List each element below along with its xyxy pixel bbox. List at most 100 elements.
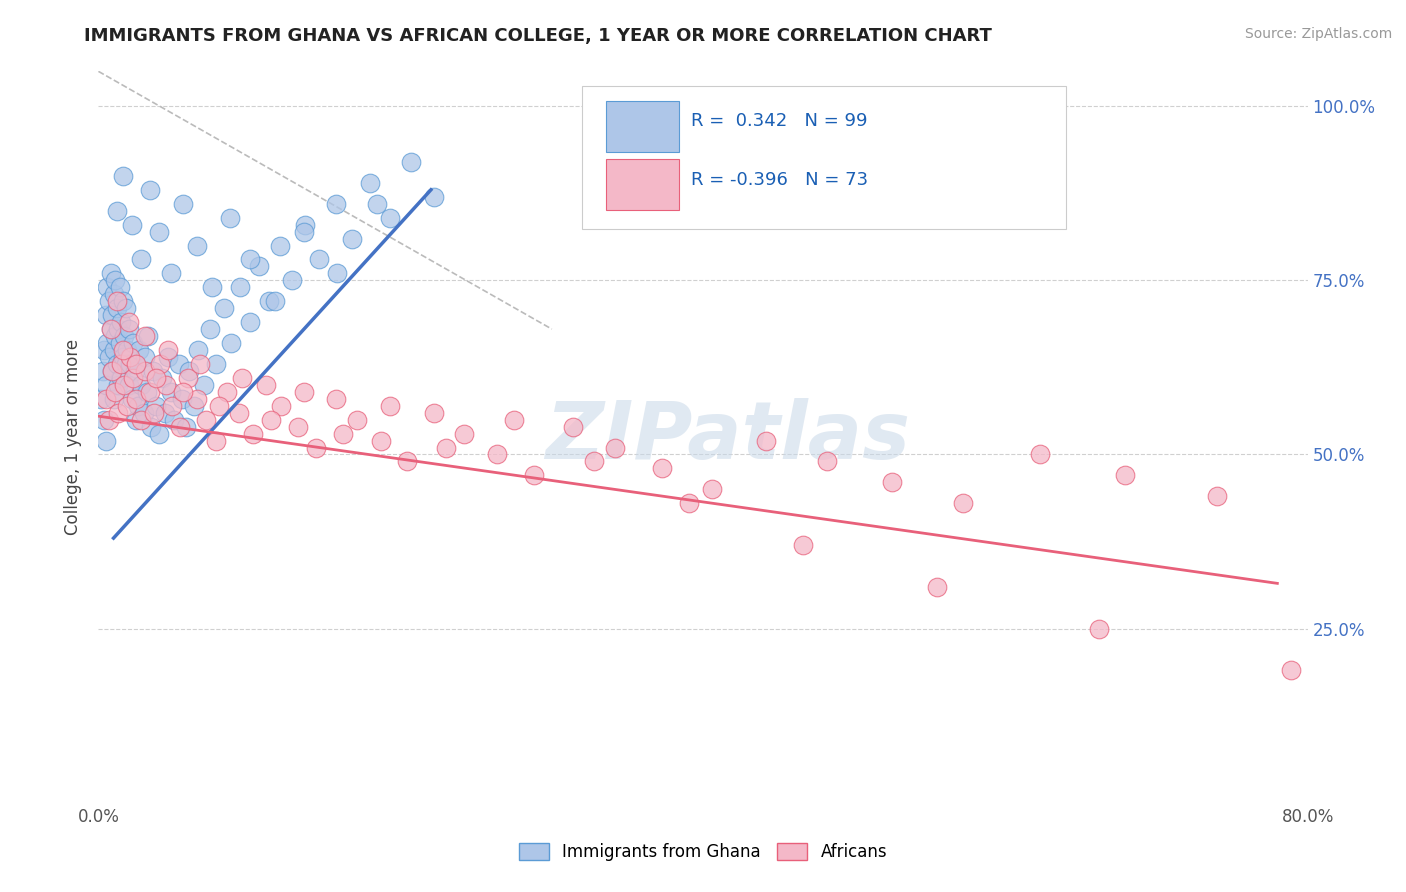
Point <box>270 399 292 413</box>
Point <box>239 252 262 267</box>
Point <box>172 384 194 399</box>
Point <box>325 392 347 406</box>
Point <box>254 377 277 392</box>
Point <box>453 426 475 441</box>
Text: IMMIGRANTS FROM GHANA VS AFRICAN COLLEGE, 1 YEAR OR MORE CORRELATION CHART: IMMIGRANTS FROM GHANA VS AFRICAN COLLEGE… <box>84 27 993 45</box>
Point <box>423 406 446 420</box>
Point <box>129 412 152 426</box>
Point <box>110 357 132 371</box>
Point <box>155 377 177 392</box>
Point <box>134 364 156 378</box>
Point <box>93 343 115 357</box>
Point <box>700 483 723 497</box>
Point <box>360 176 382 190</box>
Point <box>228 406 250 420</box>
Point <box>135 384 157 399</box>
Point <box>287 419 309 434</box>
Point <box>264 294 287 309</box>
Point <box>183 399 205 413</box>
Point <box>118 377 141 392</box>
Text: R = -0.396   N = 73: R = -0.396 N = 73 <box>690 170 868 188</box>
Point <box>139 384 162 399</box>
Point <box>815 454 838 468</box>
Point <box>212 301 235 316</box>
Point <box>160 266 183 280</box>
Point <box>107 322 129 336</box>
Point <box>120 357 142 371</box>
Point <box>332 426 354 441</box>
Point <box>105 357 128 371</box>
Point <box>100 266 122 280</box>
Point <box>134 329 156 343</box>
Point <box>111 294 134 309</box>
Text: R =  0.342   N = 99: R = 0.342 N = 99 <box>690 112 868 130</box>
Point <box>187 343 209 357</box>
Text: Source: ZipAtlas.com: Source: ZipAtlas.com <box>1244 27 1392 41</box>
Point <box>880 475 903 490</box>
Point <box>188 357 211 371</box>
Point <box>678 496 700 510</box>
Point <box>231 371 253 385</box>
Point <box>1088 622 1111 636</box>
Point <box>110 315 132 329</box>
Point <box>121 392 143 406</box>
Point <box>292 225 315 239</box>
Point <box>122 336 145 351</box>
Point <box>100 322 122 336</box>
Point <box>112 329 135 343</box>
Point <box>179 364 201 378</box>
Point <box>125 412 148 426</box>
Point <box>107 377 129 392</box>
Point <box>98 412 121 426</box>
Point <box>115 399 138 413</box>
Point <box>200 322 222 336</box>
Point <box>269 238 291 252</box>
Point <box>434 441 457 455</box>
Point <box>145 371 167 385</box>
Point <box>98 294 121 309</box>
Point <box>100 322 122 336</box>
Point <box>107 406 129 420</box>
Point <box>111 343 134 357</box>
Point <box>1114 468 1136 483</box>
Point <box>134 350 156 364</box>
Point <box>103 392 125 406</box>
Point <box>103 287 125 301</box>
Point <box>401 155 423 169</box>
Point <box>143 406 166 420</box>
Point <box>104 273 127 287</box>
Point <box>125 357 148 371</box>
Point <box>124 364 146 378</box>
Point <box>172 196 194 211</box>
Point <box>101 364 124 378</box>
Point <box>132 406 155 420</box>
Point <box>150 371 173 385</box>
Point <box>148 225 170 239</box>
Point <box>122 371 145 385</box>
Point <box>239 315 262 329</box>
Point <box>1029 448 1052 462</box>
Point <box>176 371 198 385</box>
Point <box>370 434 392 448</box>
Point <box>128 343 150 357</box>
Point <box>792 538 814 552</box>
Point <box>125 392 148 406</box>
Point <box>94 308 117 322</box>
Point <box>326 266 349 280</box>
Point <box>186 238 208 252</box>
Point <box>378 211 401 225</box>
Point <box>583 454 606 468</box>
Point <box>229 280 252 294</box>
Point <box>194 412 217 426</box>
Point <box>145 399 167 413</box>
Point <box>201 280 224 294</box>
Point <box>395 454 418 468</box>
Point <box>148 426 170 441</box>
Point <box>219 211 242 225</box>
Point <box>127 399 149 413</box>
Point <box>215 384 238 399</box>
Point <box>115 343 138 357</box>
Point <box>139 183 162 197</box>
Point <box>486 448 509 462</box>
Point <box>208 399 231 413</box>
